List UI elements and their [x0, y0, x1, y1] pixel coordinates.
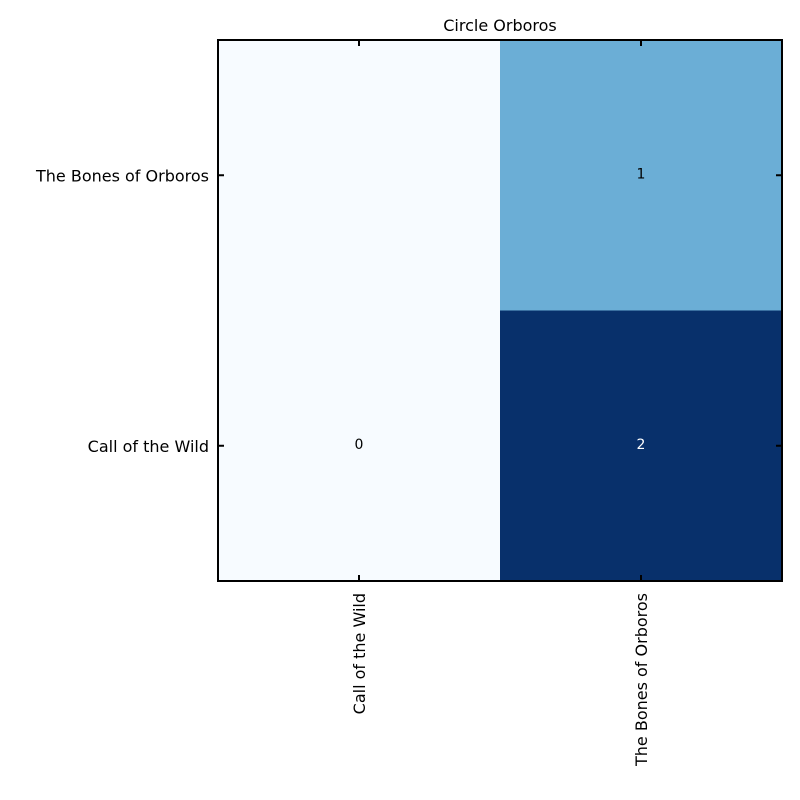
chart-title: Circle Orboros [443, 16, 556, 35]
y-tick-label: The Bones of Orboros [35, 166, 209, 185]
y-tick-labels: The Bones of Orboros Call of the Wild [35, 166, 209, 456]
plot-frame [217, 39, 783, 582]
heatmap-cell [500, 40, 782, 311]
heatmap-cell [500, 310, 782, 581]
x-tick-labels: Call of the Wild The Bones of Orboros [350, 593, 651, 767]
heatmap-cell [218, 40, 500, 311]
heatmap-cell [218, 310, 500, 581]
y-tick-label: Call of the Wild [88, 437, 209, 456]
heatmap-cells [218, 40, 782, 581]
cell-value-label: 0 [355, 437, 364, 453]
axis-ticks [218, 40, 782, 581]
cell-value-label: 2 [637, 437, 646, 453]
x-tick-label: The Bones of Orboros [632, 593, 651, 767]
x-tick-label: Call of the Wild [350, 593, 369, 714]
cell-annotations: 1 0 2 [355, 166, 646, 453]
cell-value-label: 1 [637, 166, 646, 182]
